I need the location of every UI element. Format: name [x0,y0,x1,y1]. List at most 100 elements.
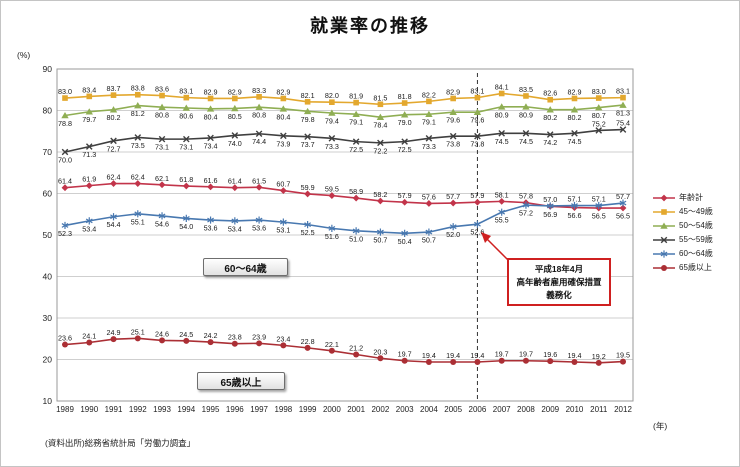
svg-text:72.5: 72.5 [349,145,363,154]
svg-text:24.6: 24.6 [155,329,169,338]
svg-text:10: 10 [43,396,53,406]
svg-text:59.9: 59.9 [301,183,315,192]
svg-text:81.2: 81.2 [131,109,145,118]
annotation-line-1: 平成18年4月 [534,264,584,274]
svg-text:23.9: 23.9 [252,332,266,341]
svg-text:57.7: 57.7 [446,192,460,201]
series-65plus: 23.6 24.1 24.9 25.1 24.6 24.5 24.2 23.8 23.9 23.4… [58,327,630,366]
svg-text:58.9: 58.9 [349,187,363,196]
svg-text:56.5: 56.5 [616,212,630,221]
svg-text:53.6: 53.6 [252,224,266,233]
svg-text:1995: 1995 [202,405,220,414]
legend-item-60-64: 60〜64歳 [652,248,713,259]
legend-marker-total-icon [653,194,675,201]
annotation-line-2: 高年齢者雇用確保措置 [516,276,602,287]
legend-marker-55-59-icon [653,236,675,243]
svg-text:23.6: 23.6 [58,334,72,343]
svg-text:19.2: 19.2 [592,352,606,361]
svg-text:20.3: 20.3 [373,347,387,356]
svg-text:51.0: 51.0 [349,234,363,243]
svg-text:83.0: 83.0 [592,87,606,96]
svg-text:23.8: 23.8 [228,333,242,342]
legend-label: 50〜54歳 [679,221,713,230]
series-callout-65plus: 65歳以上 [197,372,285,390]
svg-text:22.8: 22.8 [301,337,315,346]
svg-text:2008: 2008 [517,405,535,414]
svg-text:81.3: 81.3 [616,109,630,118]
svg-text:52.0: 52.0 [446,230,460,239]
svg-text:2000: 2000 [323,405,341,414]
svg-text:79.8: 79.8 [301,115,315,124]
svg-text:54.4: 54.4 [107,220,121,229]
svg-text:53.1: 53.1 [276,226,290,235]
svg-text:50.7: 50.7 [422,236,436,245]
svg-text:74.5: 74.5 [567,137,581,146]
svg-text:70: 70 [43,147,53,157]
svg-text:2002: 2002 [371,405,389,414]
svg-text:79.7: 79.7 [82,115,96,124]
svg-text:60.7: 60.7 [276,180,290,189]
svg-text:62.1: 62.1 [155,174,169,183]
svg-text:2011: 2011 [590,405,608,414]
svg-text:51.6: 51.6 [325,232,339,241]
svg-text:80.2: 80.2 [543,113,557,122]
svg-text:52.6: 52.6 [470,228,484,237]
svg-text:30: 30 [43,313,53,323]
svg-text:82.9: 82.9 [228,87,242,96]
svg-text:1990: 1990 [80,405,98,414]
svg-text:55.1: 55.1 [131,217,145,226]
svg-text:24.2: 24.2 [204,331,218,340]
series-45-49: 83.0 83.4 83.7 83.8 83.6 83.1 82.9 82.9 83.3 82.9… [58,82,630,108]
svg-text:62.4: 62.4 [107,173,121,182]
svg-text:57.2: 57.2 [519,209,533,218]
svg-text:81.8: 81.8 [398,92,412,101]
svg-text:52.3: 52.3 [58,229,72,238]
series-50-54: 78.8 79.7 80.2 81.2 80.8 80.6 80.4 80.5 80.8 80.4… [58,101,630,130]
svg-text:61.6: 61.6 [204,176,218,185]
svg-text:83.1: 83.1 [616,87,630,96]
chart-title: 就業率の推移 [310,16,430,36]
legend-item-65plus: 65歳以上 [652,262,713,273]
svg-text:24.5: 24.5 [179,330,193,339]
svg-text:82.2: 82.2 [422,90,436,99]
svg-text:83.8: 83.8 [131,84,145,93]
svg-text:61.4: 61.4 [228,177,242,186]
svg-text:22.1: 22.1 [325,340,339,349]
legend-label: 65歳以上 [679,263,712,272]
svg-text:57.8: 57.8 [519,192,533,201]
annotation-arrow [481,232,511,263]
source-note: (資料出所)総務省統計局「労働力調査」 [45,438,196,448]
svg-text:1993: 1993 [153,405,171,414]
svg-text:61.8: 61.8 [179,175,193,184]
svg-text:82.0: 82.0 [325,91,339,100]
svg-text:82.6: 82.6 [543,89,557,98]
svg-text:55.5: 55.5 [495,216,509,225]
svg-text:80.2: 80.2 [567,113,581,122]
svg-text:70.0: 70.0 [58,156,72,165]
svg-text:56.9: 56.9 [543,210,557,219]
svg-text:80.9: 80.9 [495,110,509,119]
svg-text:83.1: 83.1 [179,87,193,96]
svg-text:80.4: 80.4 [204,112,218,121]
svg-text:58.1: 58.1 [495,190,509,199]
svg-text:61.4: 61.4 [58,177,72,186]
svg-text:81.9: 81.9 [349,92,363,101]
svg-text:19.6: 19.6 [543,350,557,359]
svg-text:82.9: 82.9 [446,87,460,96]
svg-text:83.7: 83.7 [107,84,121,93]
legend-marker-60-64-icon [653,249,675,258]
svg-text:71.3: 71.3 [82,150,96,159]
svg-text:80.9: 80.9 [519,110,533,119]
svg-text:80.2: 80.2 [107,113,121,122]
svg-text:52.5: 52.5 [301,228,315,237]
x-axis-labels: 1989 1990 1991 1992 1993 1994 1995 1996 1997 1998… [56,405,632,414]
svg-text:57.9: 57.9 [470,191,484,200]
svg-text:24.1: 24.1 [82,331,96,340]
svg-text:1992: 1992 [129,405,147,414]
svg-text:50: 50 [43,230,53,240]
legend-item-55-59: 55〜59歳 [652,234,713,245]
x-axis-unit: (年) [653,421,668,431]
svg-text:73.5: 73.5 [131,141,145,150]
svg-text:73.7: 73.7 [301,140,315,149]
svg-text:2009: 2009 [541,405,559,414]
